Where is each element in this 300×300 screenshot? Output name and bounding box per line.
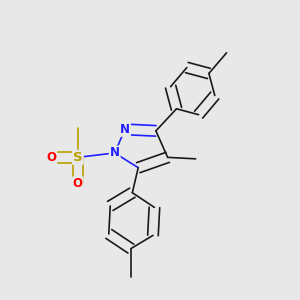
Text: O: O: [73, 177, 83, 190]
Text: S: S: [73, 151, 83, 164]
Text: O: O: [46, 151, 56, 164]
Text: N: N: [110, 146, 120, 159]
Text: N: N: [120, 123, 130, 136]
